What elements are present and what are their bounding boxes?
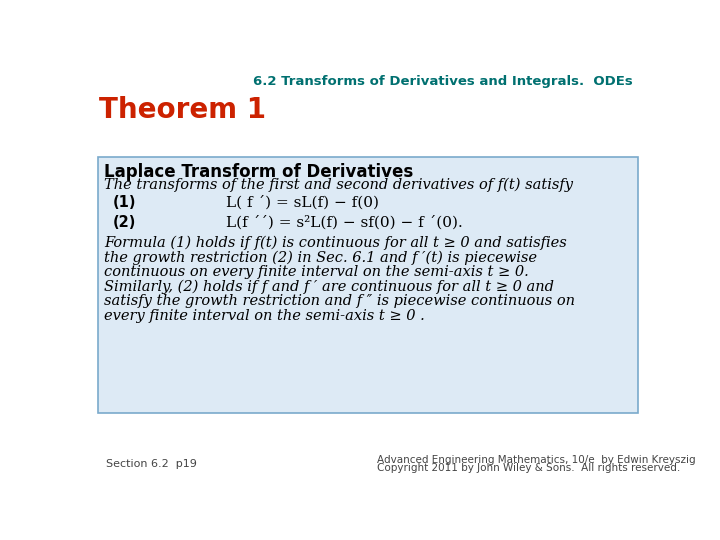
Text: (2): (2) xyxy=(113,215,137,230)
Text: continuous on every finite interval on the semi-axis t ≥ 0.: continuous on every finite interval on t… xyxy=(104,265,528,279)
Text: Similarly, (2) holds if f and f ′ are continuous for all t ≥ 0 and: Similarly, (2) holds if f and f ′ are co… xyxy=(104,280,554,294)
Text: L( f ´) = sL(f) − f(0): L( f ´) = sL(f) − f(0) xyxy=(225,195,379,210)
Text: the growth restriction (2) in Sec. 6.1 and f ′(t) is piecewise: the growth restriction (2) in Sec. 6.1 a… xyxy=(104,251,537,265)
Text: Formula (1) holds if f(t) is continuous for all t ≥ 0 and satisfies: Formula (1) holds if f(t) is continuous … xyxy=(104,236,567,250)
Text: satisfy the growth restriction and f ″ is piecewise continuous on: satisfy the growth restriction and f ″ i… xyxy=(104,294,575,308)
Text: Theorem 1: Theorem 1 xyxy=(99,96,266,124)
Text: Copyright 2011 by John Wiley & Sons.  All rights reserved.: Copyright 2011 by John Wiley & Sons. All… xyxy=(377,463,680,473)
Text: every finite interval on the semi-axis t ≥ 0 .: every finite interval on the semi-axis t… xyxy=(104,309,425,323)
Text: L(f ´´) = s²L(f) − sf(0) − f ´(0).: L(f ´´) = s²L(f) − sf(0) − f ´(0). xyxy=(225,215,462,230)
Text: The transforms of the first and second derivatives of f(t) satisfy: The transforms of the first and second d… xyxy=(104,178,573,192)
Text: 6.2 Transforms of Derivatives and Integrals.  ODEs: 6.2 Transforms of Derivatives and Integr… xyxy=(253,75,632,88)
Text: Advanced Engineering Mathematics, 10/e  by Edwin Kreyszig: Advanced Engineering Mathematics, 10/e b… xyxy=(377,455,696,465)
Text: Laplace Transform of Derivatives: Laplace Transform of Derivatives xyxy=(104,164,413,181)
Text: (1): (1) xyxy=(113,195,137,210)
Text: Section 6.2  p19: Section 6.2 p19 xyxy=(106,458,197,469)
FancyBboxPatch shape xyxy=(98,157,638,413)
